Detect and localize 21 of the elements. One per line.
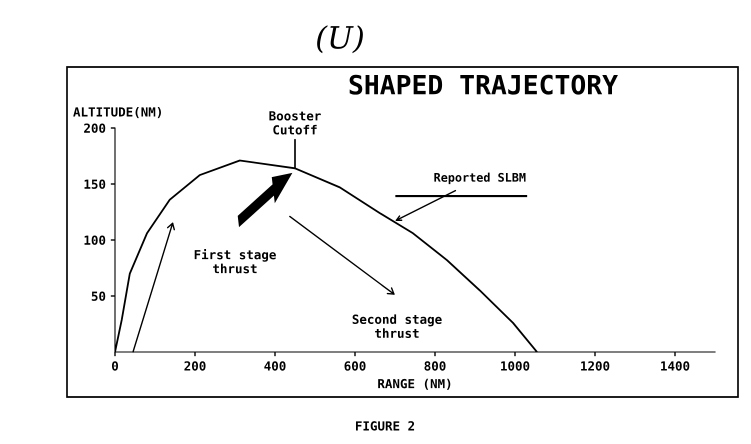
x-tick-label: 600 (344, 361, 366, 371)
y-tick-label: 150 (84, 179, 106, 189)
y-axis-title: ALTITUDE(NM) (73, 106, 161, 118)
x-axis-title: RANGE (NM) (378, 378, 450, 390)
y-tick-label: 50 (92, 291, 106, 301)
text: (U) (317, 25, 363, 54)
annotation: Reported SLBM (434, 172, 526, 184)
y-tick-label: 100 (84, 235, 106, 245)
x-tick-label: 0 (112, 361, 118, 371)
x-tick-label: 800 (424, 361, 446, 371)
x-tick-label: 1200 (581, 361, 610, 371)
x-tick-label: 400 (264, 361, 286, 371)
caption: FIGURE 2 (356, 421, 414, 431)
annotation: First stage thrust (194, 249, 276, 274)
y-tick-label: 200 (84, 123, 106, 133)
annotation: Booster Cutoff (269, 111, 321, 135)
annotation: Second stage thrust (352, 314, 442, 338)
x-tick-label: 1000 (501, 361, 530, 371)
x-tick-label: 1400 (661, 361, 690, 371)
chart-title: SHAPED TRAJECTORY (350, 74, 618, 95)
x-tick-label: 200 (184, 361, 206, 371)
